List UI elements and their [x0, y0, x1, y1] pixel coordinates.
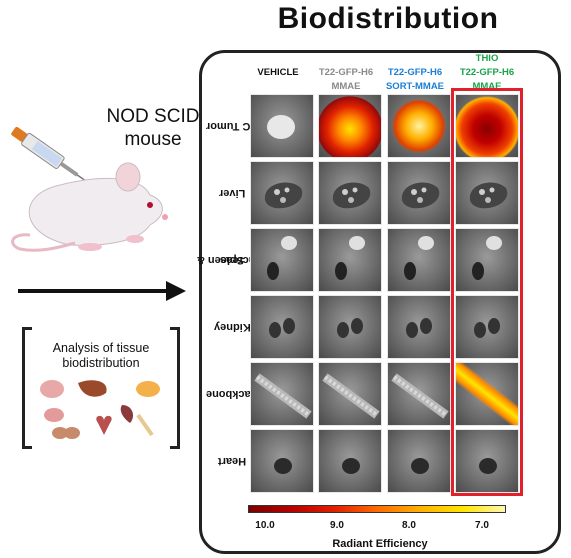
heart-icon — [96, 415, 112, 435]
mouse-illustration — [11, 126, 168, 252]
organ-image-sc-tumor-vehicle — [250, 94, 314, 158]
stomach-icon — [136, 381, 160, 397]
spleen-icon — [120, 405, 134, 423]
brain-icon — [40, 380, 64, 398]
analysis-bracket — [22, 327, 180, 449]
organ-image-liver-thio-t22-mmae — [455, 161, 519, 225]
row-label-spleen-pancreas: Spleen & Pancreas — [196, 228, 268, 292]
column-header-vehicle: VEHICLE — [247, 66, 309, 80]
row-label-line: Heart — [217, 455, 247, 467]
organ-image-spleen-pancreas-thio-t22-mmae — [455, 228, 519, 292]
organ-image-backbone-vehicle — [250, 362, 314, 426]
row-label-backbone: Backbone — [206, 362, 259, 426]
row-label-line: Liver — [218, 187, 246, 199]
organ-image-heart-t22-mmae — [318, 429, 382, 493]
liver-icon — [78, 380, 107, 397]
organ-image-liver-t22-mmae — [318, 161, 382, 225]
colorbar-tick: 9.0 — [330, 520, 344, 531]
organ-image-kidney-vehicle — [250, 295, 314, 359]
organ-image-spleen-pancreas-t22-mmae — [318, 228, 382, 292]
colorbar-tick: 7.0 — [475, 520, 489, 531]
syringe-icon — [11, 126, 93, 186]
mouse-label: NOD SCID mouse — [78, 105, 228, 151]
column-header-t22-sort-mmae: T22-GFP-H6 SORT-MMAE — [384, 66, 446, 94]
bone-icon — [136, 413, 154, 437]
arrow-line — [18, 289, 168, 293]
organ-image-kidney-thio-t22-mmae — [455, 295, 519, 359]
column-header-line: VEHICLE — [257, 67, 299, 78]
organ-image-kidney-t22-mmae — [318, 295, 382, 359]
organ-image-liver-vehicle — [250, 161, 314, 225]
row-label-sc-tumor: SC Tumor — [206, 94, 258, 158]
row-label-kidney: Kidney — [214, 295, 251, 359]
highlight-box — [451, 88, 523, 496]
organ-image-spleen-pancreas-vehicle — [250, 228, 314, 292]
lung-icon — [44, 408, 64, 422]
row-label-heart: Heart — [217, 429, 247, 493]
analysis-label-line1: Analysis of tissue — [52, 341, 150, 355]
column-header-line: THIO — [475, 53, 499, 64]
mouse-label-line2: mouse — [124, 129, 182, 150]
kidney-icon — [52, 427, 68, 439]
organ-image-heart-t22-sort-mmae — [387, 429, 451, 493]
colorbar-label: Radiant Efficiency — [332, 538, 428, 550]
colorbar — [248, 505, 506, 513]
organ-image-sc-tumor-t22-sort-mmae — [387, 94, 451, 158]
analysis-label: Analysis of tissue biodistribution — [22, 341, 180, 371]
column-header-thio-t22-mmae: THIO T22-GFP-H6 MMAE — [456, 52, 518, 94]
organ-image-backbone-thio-t22-mmae — [455, 362, 519, 426]
organ-image-sc-tumor-t22-mmae — [318, 94, 382, 158]
column-header-line: T22-GFP-H6 — [387, 67, 443, 78]
row-label-line: Kidney — [213, 321, 251, 333]
column-header-line: T22-GFP-H6 — [459, 67, 515, 78]
colorbar-tick: 8.0 — [402, 520, 416, 531]
organs-illustration — [40, 380, 160, 439]
figure-title: Biodistribution — [277, 2, 499, 35]
analysis-label-line2: biodistribution — [62, 356, 140, 370]
kidney-icon-2 — [64, 427, 80, 439]
column-header-line: MMAE — [472, 81, 502, 92]
mouse-label-line1: NOD SCID — [106, 106, 200, 127]
arrow-right-icon — [166, 281, 186, 301]
organ-image-heart-thio-t22-mmae — [455, 429, 519, 493]
organ-image-backbone-t22-sort-mmae — [387, 362, 451, 426]
colorbar-tick: 10.0 — [255, 520, 275, 531]
organ-image-heart-vehicle — [250, 429, 314, 493]
mouse-icon — [11, 162, 168, 252]
column-header-t22-mmae: T22-GFP-H6 MMAE — [315, 66, 377, 94]
organ-image-kidney-t22-sort-mmae — [387, 295, 451, 359]
row-label-liver: Liver — [218, 161, 246, 225]
organ-image-sc-tumor-thio-t22-mmae — [455, 94, 519, 158]
column-header-line: SORT-MMAE — [385, 81, 445, 92]
column-header-line: T22-GFP-H6 — [318, 67, 374, 78]
organ-image-spleen-pancreas-t22-sort-mmae — [387, 228, 451, 292]
organ-image-liver-t22-sort-mmae — [387, 161, 451, 225]
column-header-line: MMAE — [331, 81, 361, 92]
organ-image-backbone-t22-mmae — [318, 362, 382, 426]
biodistribution-panel — [199, 50, 561, 554]
